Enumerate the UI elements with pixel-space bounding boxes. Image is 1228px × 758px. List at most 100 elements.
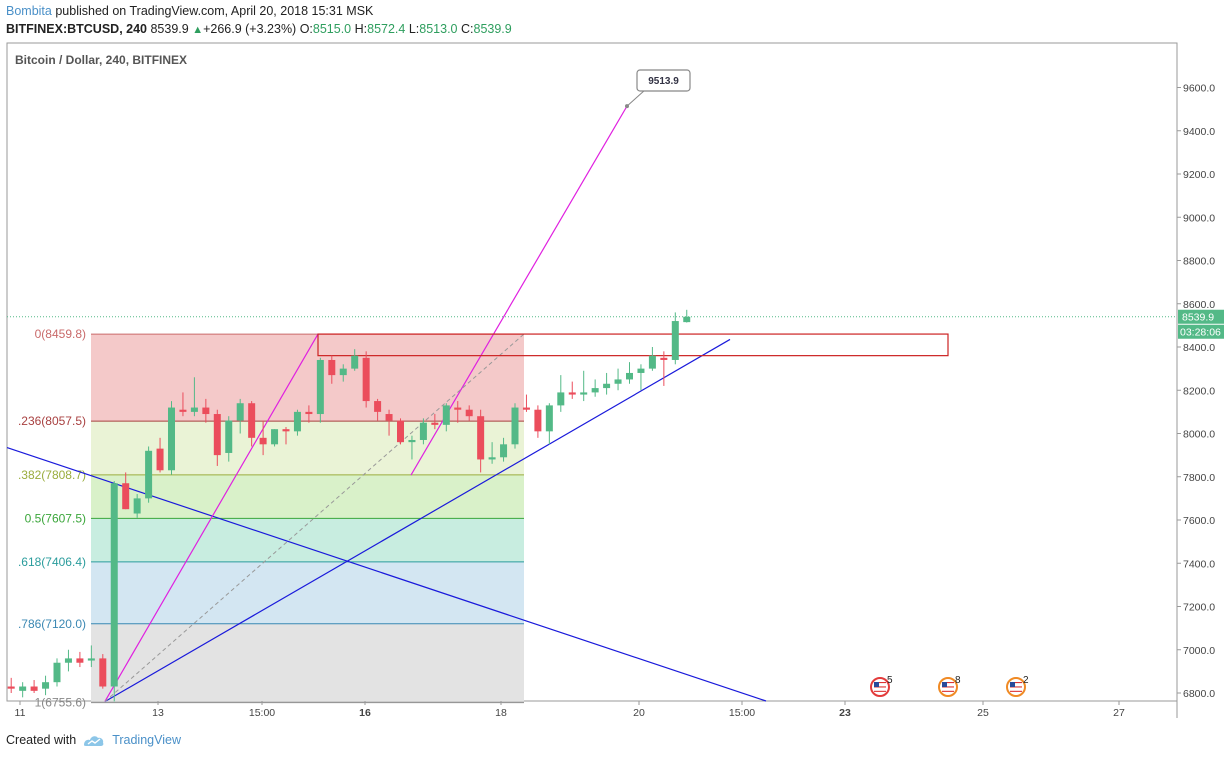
- us-flag-event-icon[interactable]: 2: [1006, 675, 1029, 697]
- tradingview-brand: TradingView: [112, 733, 181, 747]
- candle-body: [671, 321, 679, 360]
- resistance-trendline[interactable]: [6, 446, 767, 702]
- time-tick-label: 20: [633, 707, 645, 719]
- candle-body: [110, 483, 118, 687]
- candle-body: [282, 429, 290, 432]
- published-text: published on TradingView.com, April 20, …: [55, 4, 374, 18]
- time-tick-label: 16: [359, 707, 371, 719]
- time-tick-label: 23: [839, 707, 851, 719]
- candle-body: [213, 414, 221, 456]
- candle-body: [648, 355, 656, 369]
- candle-body: [168, 407, 175, 471]
- flag-stripe: [874, 686, 886, 688]
- footer: Created with TradingView: [6, 733, 181, 747]
- candle-body: [99, 658, 107, 687]
- flag-stripe: [874, 684, 886, 686]
- candle-body: [522, 407, 530, 410]
- candle-body: [271, 429, 279, 445]
- candle-body: [397, 420, 404, 443]
- high-value: 8572.4: [367, 22, 406, 36]
- candle-body: [190, 407, 198, 412]
- event-count: 8: [955, 675, 961, 686]
- fib-retracement[interactable]: 0(8459.8) .236(8057.5) .382(7808.7) 0.5(760…: [18, 327, 524, 710]
- candle-body: [534, 409, 542, 432]
- candle-body: [580, 392, 588, 395]
- fib-level-label: .786(7120.0): [18, 617, 86, 631]
- created-with-text: Created with: [6, 733, 77, 747]
- candle-body: [374, 401, 382, 412]
- candle-body: [316, 359, 324, 415]
- candle-body: [248, 403, 256, 438]
- candle-body: [133, 498, 141, 514]
- flag-stripe: [942, 684, 954, 686]
- high-label: H:: [354, 22, 368, 36]
- flag-stripe: [942, 690, 954, 692]
- median-dashed-line[interactable]: [104, 333, 525, 703]
- candle-body: [408, 439, 416, 443]
- candle-body: [465, 409, 473, 417]
- flag-stripe: [874, 682, 886, 684]
- price-tick-label: 9600.0: [1183, 83, 1215, 95]
- drawings-layer[interactable]: 9513.9: [6, 69, 1177, 703]
- candle-body: [76, 658, 84, 663]
- price-tick-label: 7400.0: [1183, 558, 1215, 570]
- flag-stripe: [1010, 682, 1022, 684]
- flag-canton: [1010, 682, 1015, 687]
- price-tick-label: 7800.0: [1183, 472, 1215, 484]
- support-trendline[interactable]: [104, 338, 731, 703]
- candle-body: [30, 686, 38, 691]
- candle-body: [293, 411, 301, 432]
- pitchfork-upper-line[interactable]: [104, 333, 319, 702]
- candle-body: [236, 403, 244, 421]
- flag-stripe: [1010, 688, 1022, 690]
- open-value: 8515.0: [312, 22, 352, 36]
- chart-title: Bitcoin / Dollar, 240, BITFINEX: [15, 53, 187, 67]
- candle-body: [500, 444, 508, 458]
- fib-level-label: .382(7808.7): [18, 468, 86, 482]
- price-axis[interactable]: 6800.0 7000.0 7200.0 7400.0 7600.0 7800.0 8000…: [1177, 83, 1224, 701]
- flag-stripe: [942, 688, 954, 690]
- us-flag-event-icon[interactable]: 5: [870, 675, 893, 697]
- candle-body: [7, 686, 15, 689]
- candle-body: [87, 658, 95, 661]
- flag-stripe: [942, 682, 954, 684]
- time-axis[interactable]: 11 13 15:00 16 18 20 15:00 23 25 27: [15, 701, 1125, 719]
- callout-text: 9513.9: [648, 76, 679, 87]
- price-tick-label: 7000.0: [1183, 645, 1215, 657]
- candle-body: [19, 686, 27, 691]
- candle-body: [339, 368, 347, 376]
- candle-body: [614, 379, 622, 384]
- time-tick-label: 13: [152, 707, 164, 719]
- candle-body: [351, 355, 359, 369]
- price-tick-label: 9000.0: [1183, 212, 1215, 224]
- author-link[interactable]: Bombita: [6, 4, 52, 18]
- callout-pointer: [626, 89, 646, 107]
- candle-body: [591, 388, 599, 393]
- up-arrow-icon: ▲: [192, 24, 204, 36]
- events-layer[interactable]: 5 8 2: [870, 675, 1029, 697]
- candle-body: [511, 407, 519, 445]
- low-label: L:: [408, 22, 420, 36]
- publish-line: Bombita published on TradingView.com, Ap…: [6, 4, 373, 18]
- close-value: 8539.9: [473, 22, 512, 36]
- candle-body: [145, 450, 153, 499]
- flag-canton: [874, 682, 879, 687]
- callout-box[interactable]: [636, 69, 691, 92]
- price-tick-label: 8400.0: [1183, 342, 1215, 354]
- tradingview-link[interactable]: TradingView: [82, 733, 181, 747]
- last-price-badge-text: 8539.9: [1182, 312, 1214, 324]
- event-count: 2: [1023, 675, 1029, 686]
- flag-stripe: [874, 690, 886, 692]
- fib-band: [91, 561, 524, 624]
- candle-body: [557, 392, 565, 406]
- time-tick-label: 15:00: [249, 707, 275, 719]
- candle-body: [202, 407, 210, 415]
- candle-body: [603, 383, 611, 389]
- us-flag-event-icon[interactable]: 8: [938, 675, 961, 697]
- price-tick-label: 8800.0: [1183, 256, 1215, 268]
- callout-anchor: [625, 104, 629, 109]
- candle-body: [568, 392, 576, 395]
- fib-band: [91, 518, 524, 562]
- resistance-zone-rect[interactable]: [317, 333, 949, 357]
